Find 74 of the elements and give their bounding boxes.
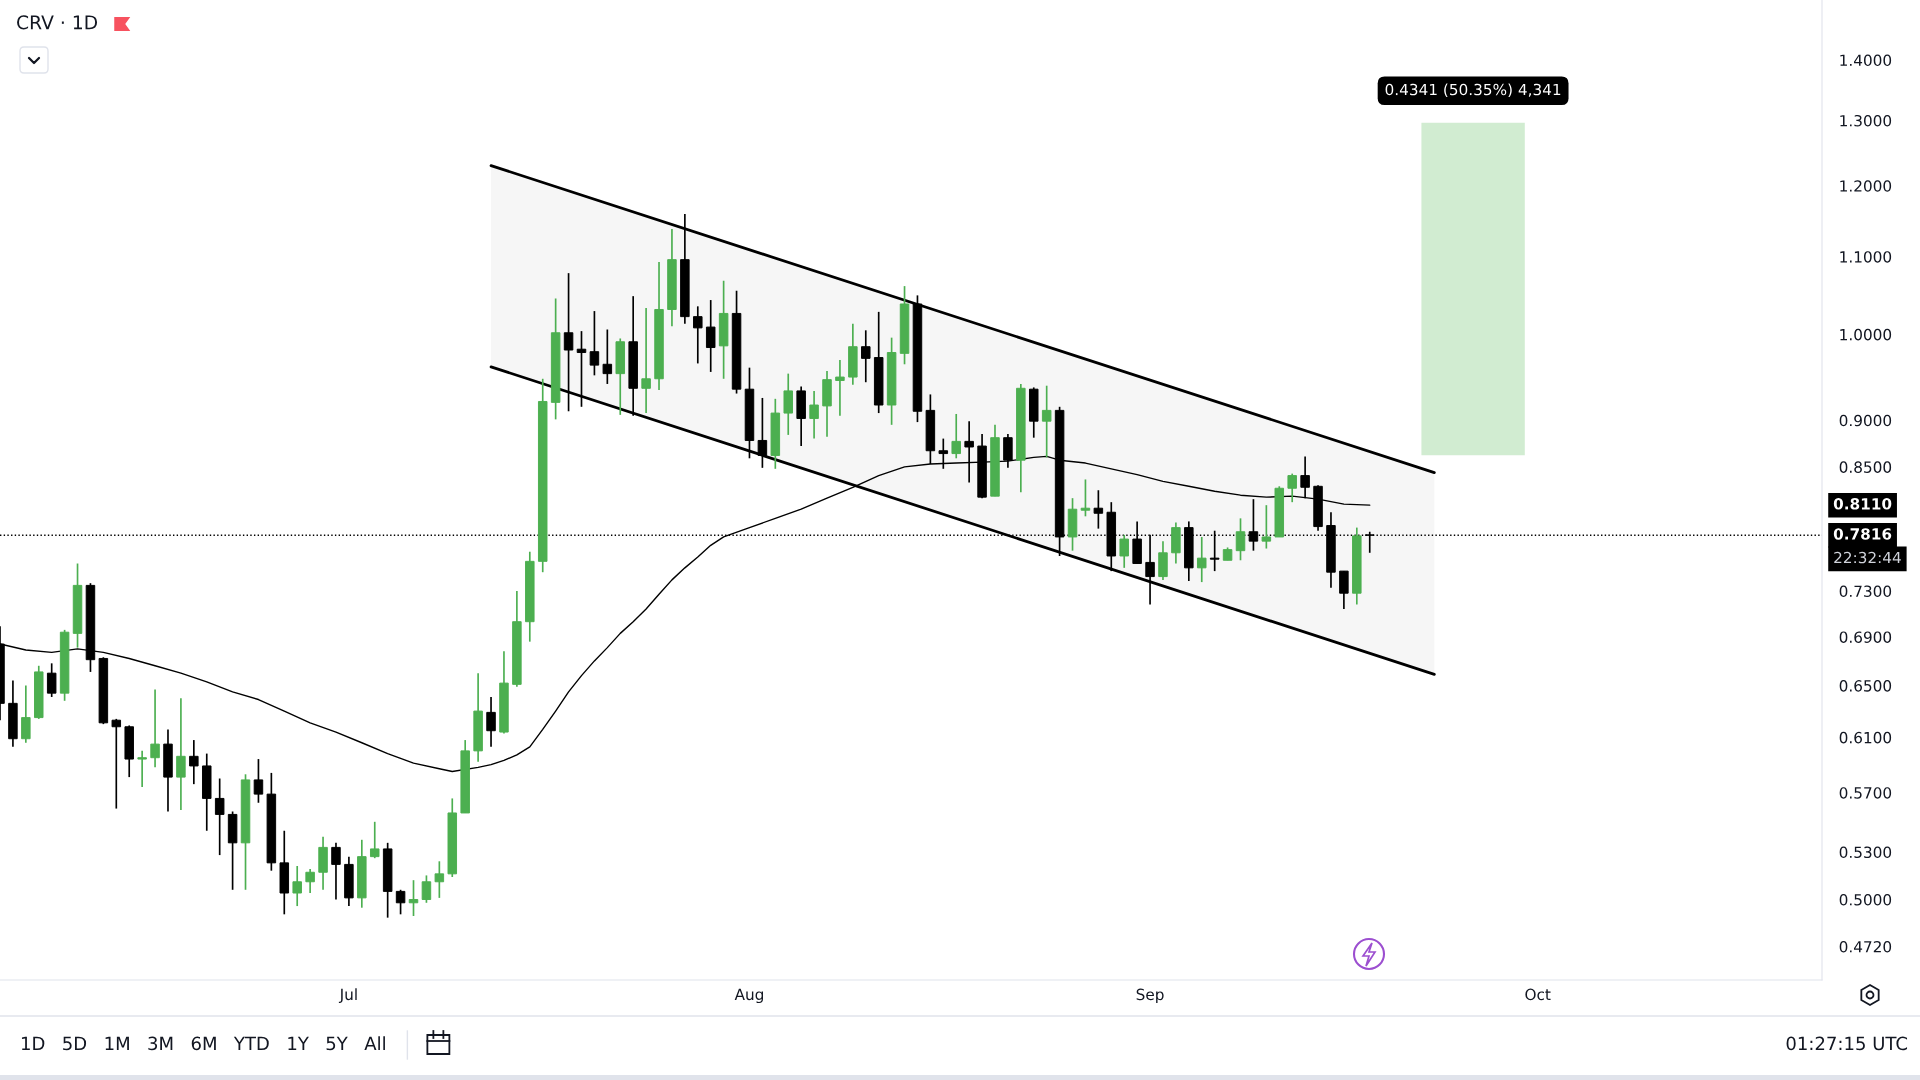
candlestick bbox=[421, 874, 432, 904]
y-tick-label: 0.6100 bbox=[1839, 731, 1892, 744]
text: 5Y bbox=[326, 1036, 348, 1051]
candlestick bbox=[21, 684, 31, 744]
candlestick bbox=[693, 305, 703, 365]
candlestick bbox=[408, 879, 419, 917]
y-tick-label: 0.6500 bbox=[1839, 680, 1892, 692]
y-tick-label: 0.9000 bbox=[1839, 414, 1892, 427]
candlestick bbox=[861, 329, 871, 384]
candlestick bbox=[189, 739, 199, 785]
y-tick-label: 0.5300 bbox=[1839, 846, 1892, 859]
candlestick bbox=[951, 413, 961, 460]
candlestick bbox=[111, 718, 122, 810]
text: CRV · 1D bbox=[17, 15, 98, 30]
candlestick bbox=[783, 372, 793, 436]
candlestick bbox=[331, 841, 341, 901]
ref-line-label: 0.7816 bbox=[1833, 528, 1892, 540]
candlestick bbox=[1093, 489, 1104, 530]
candlestick bbox=[602, 328, 613, 385]
y-tick-label: 1.2000 bbox=[1840, 180, 1892, 192]
text: 22:32:44 bbox=[1834, 551, 1901, 564]
candlestick bbox=[809, 390, 819, 440]
candlestick bbox=[1041, 384, 1052, 459]
y-tick-label: 0.6900 bbox=[1839, 631, 1892, 643]
y-tick-label: 0.8500 bbox=[1839, 461, 1892, 473]
candlestick bbox=[1364, 530, 1375, 554]
candlestick bbox=[705, 299, 716, 373]
candlestick bbox=[641, 307, 651, 414]
y-tick-label: 1.1000 bbox=[1840, 251, 1892, 263]
text: 6M bbox=[191, 1036, 216, 1051]
candlestick bbox=[835, 359, 845, 417]
candlestick bbox=[1261, 504, 1272, 550]
candlestick bbox=[1119, 534, 1129, 569]
text: All bbox=[364, 1036, 385, 1050]
candlestick bbox=[1339, 570, 1349, 610]
y-tick-label: 1.4000 bbox=[1840, 54, 1892, 67]
candlestick bbox=[292, 865, 302, 907]
x-tick-label: Aug bbox=[734, 988, 763, 1004]
candlestick bbox=[150, 688, 160, 769]
text: 1D bbox=[21, 1036, 45, 1050]
x-tick-label: Oct bbox=[1525, 988, 1551, 1001]
text: 1M bbox=[105, 1036, 129, 1050]
text: 1Y bbox=[288, 1036, 309, 1050]
x-tick-label: Jul bbox=[338, 988, 357, 1003]
candlestick bbox=[757, 397, 768, 469]
text: 01:27:15 UTC bbox=[1786, 1036, 1908, 1051]
y-tick-label: 0.5000 bbox=[1839, 893, 1892, 906]
x-tick-label: Sep bbox=[1136, 988, 1164, 1004]
candlestick bbox=[214, 777, 225, 856]
candlestick bbox=[137, 750, 147, 788]
data-label: 0.4341 (50.35%) 4,341 bbox=[1385, 83, 1561, 98]
candlestick bbox=[589, 310, 600, 377]
y-tick-label: 0.7300 bbox=[1839, 585, 1892, 597]
candlestick bbox=[395, 888, 406, 916]
y-tick-label: 0.4720 bbox=[1839, 940, 1892, 953]
candlestick bbox=[1080, 478, 1091, 518]
candlestick bbox=[176, 697, 186, 811]
candlestick bbox=[486, 696, 496, 748]
y-tick-label: 0.5700 bbox=[1839, 787, 1892, 799]
y-tick-label: 1.3000 bbox=[1840, 114, 1892, 127]
candlestick bbox=[369, 820, 380, 860]
candlestick bbox=[434, 860, 445, 899]
y-tick-label: 1.0000 bbox=[1840, 328, 1892, 341]
text: 3M bbox=[148, 1036, 173, 1051]
candlestick bbox=[1158, 540, 1168, 581]
text: 5D bbox=[63, 1036, 87, 1051]
candlestick bbox=[46, 662, 57, 698]
text: YTD bbox=[233, 1036, 269, 1050]
candlestick bbox=[1287, 472, 1297, 504]
candlestick bbox=[1196, 536, 1207, 583]
candlestick bbox=[253, 758, 264, 804]
candlestick bbox=[305, 868, 315, 894]
text: 0.8110 bbox=[1833, 498, 1892, 510]
candlestick bbox=[1235, 517, 1246, 562]
